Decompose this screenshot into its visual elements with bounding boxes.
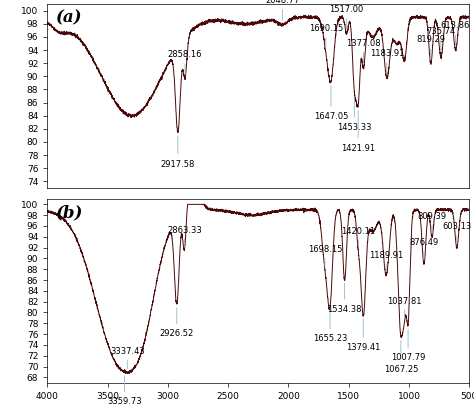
- Text: 1067.25: 1067.25: [383, 365, 418, 374]
- Text: 809.39: 809.39: [418, 212, 447, 221]
- Text: 2926.52: 2926.52: [160, 329, 194, 338]
- Text: 1420.11: 1420.11: [341, 227, 375, 236]
- Text: 613.86: 613.86: [441, 21, 470, 30]
- Text: 735.74: 735.74: [426, 27, 456, 36]
- Text: 2858.16: 2858.16: [168, 50, 202, 59]
- Text: 2917.58: 2917.58: [161, 160, 195, 168]
- Text: 1379.41: 1379.41: [346, 343, 381, 352]
- Text: 1421.91: 1421.91: [341, 144, 375, 153]
- Text: 1183.91: 1183.91: [370, 49, 404, 58]
- Text: 1517.00: 1517.00: [329, 5, 364, 14]
- Text: 876.49: 876.49: [409, 238, 438, 248]
- Text: (b): (b): [56, 205, 83, 221]
- Text: 1647.05: 1647.05: [314, 112, 348, 121]
- Text: 1377.08: 1377.08: [346, 39, 381, 47]
- Text: 2048.77: 2048.77: [265, 0, 300, 5]
- Text: 2863.33: 2863.33: [167, 225, 202, 235]
- Text: 1189.91: 1189.91: [369, 251, 403, 260]
- Text: 1655.23: 1655.23: [313, 334, 347, 343]
- Text: 3359.73: 3359.73: [107, 397, 142, 406]
- Text: 1453.33: 1453.33: [337, 123, 372, 132]
- Text: 1534.38: 1534.38: [328, 305, 362, 314]
- Text: 1690.15: 1690.15: [309, 24, 343, 33]
- Text: (a): (a): [56, 10, 82, 27]
- Text: 1007.79: 1007.79: [391, 354, 425, 362]
- Text: 603.13: 603.13: [442, 222, 472, 231]
- Text: 819.29: 819.29: [416, 35, 445, 45]
- Text: 1698.15: 1698.15: [308, 245, 342, 254]
- Text: 3337.43: 3337.43: [110, 347, 145, 356]
- Text: 1037.81: 1037.81: [387, 297, 422, 306]
